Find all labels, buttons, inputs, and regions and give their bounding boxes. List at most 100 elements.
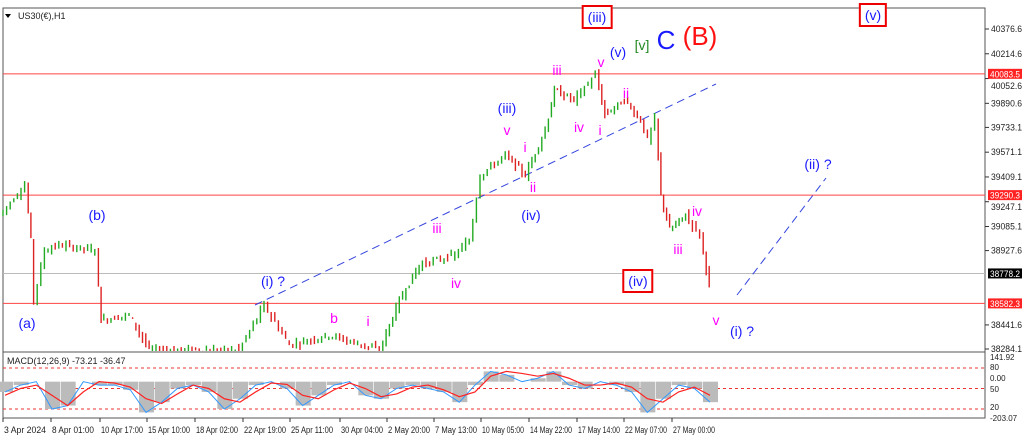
wave-label[interactable]: v — [712, 312, 720, 328]
time-tick-label: 2 May 20:00 — [388, 425, 430, 435]
price-tick-label: 40214.6 — [991, 49, 1022, 59]
trendlines — [254, 83, 827, 306]
price-tick-label: 39571.1 — [991, 147, 1022, 157]
macd-histogram-bar — [154, 381, 170, 403]
level-price-label: 40083.5 — [990, 69, 1020, 79]
time-tick-label: 14 May 22:00 — [530, 425, 572, 435]
macd-axis-label: 0.00 — [990, 374, 1006, 383]
time-tick-label: 3 Apr 2024 — [4, 425, 46, 435]
macd-histogram-bar — [123, 381, 139, 390]
price-tick-label: 40052.6 — [991, 81, 1022, 91]
projection-line-dashed[interactable] — [736, 177, 827, 296]
level-price-tag — [988, 298, 1022, 309]
price-tick-label: 39247.1 — [991, 202, 1022, 212]
macd-histogram-bar — [327, 381, 342, 386]
price-tick-label: 39409.1 — [991, 172, 1022, 182]
macd-histogram-bar — [671, 381, 687, 386]
macd-axis-label: 20 — [990, 403, 999, 412]
level-price-tag — [988, 68, 1022, 79]
macd-histogram-bar — [499, 374, 515, 382]
macd-histogram-bar — [640, 381, 656, 413]
time-tick-label: 22 May 07:00 — [625, 425, 667, 435]
macd-histogram-bar — [295, 381, 311, 406]
macd-histogram-bar — [562, 381, 577, 386]
price-tick-label: 38441.6 — [991, 320, 1022, 330]
time-tick-label: 7 May 13:00 — [435, 425, 477, 435]
wave-label[interactable]: i — [366, 313, 370, 329]
wave-label[interactable]: (b) — [88, 207, 106, 223]
macd-histogram-bar — [405, 381, 421, 386]
wave-label[interactable]: iv — [691, 203, 703, 219]
macd-histogram-bar — [13, 381, 29, 386]
macd-histogram-bar — [201, 381, 217, 392]
macd-histogram-bar — [248, 381, 264, 386]
level-price-tag — [988, 190, 1022, 201]
macd-axis-label: -203.07 — [990, 414, 1018, 423]
price-tick-label: 40376.6 — [991, 24, 1022, 34]
macd-histogram-bar — [389, 381, 405, 389]
macd-axis-label: 141.92 — [990, 353, 1015, 362]
wave-label[interactable]: (B) — [682, 21, 718, 51]
time-tick-label: 15 Apr 10:00 — [148, 425, 190, 435]
macd-histogram-bar — [311, 381, 327, 396]
wave-label[interactable]: iii — [552, 62, 562, 78]
macd-axis-label: 50 — [990, 385, 999, 394]
level-price-label: 38582.3 — [990, 299, 1020, 309]
price-tick-label: 39733.1 — [991, 122, 1022, 132]
macd-histogram-bar — [186, 381, 201, 386]
wave-label[interactable]: ii — [529, 179, 537, 195]
time-tick-label: 25 Apr 11:00 — [291, 425, 333, 435]
wave-label[interactable]: (a) — [18, 315, 36, 331]
time-tick-label: 30 Apr 04:00 — [341, 425, 383, 435]
macd-histogram-bar — [139, 381, 154, 413]
wave-label[interactable]: (i) ? — [729, 323, 755, 339]
macd-histogram-bar — [436, 381, 452, 392]
wave-label[interactable]: i — [523, 139, 527, 155]
trendline-dashed[interactable] — [254, 83, 717, 306]
chart-frame — [2, 7, 986, 419]
wave-label[interactable]: (iv) — [622, 269, 654, 293]
macd-histogram-bar — [703, 381, 718, 403]
macd-histogram-bar — [217, 381, 233, 409]
current-price-label: 38778.2 — [990, 269, 1020, 279]
time-tick-label: 18 Apr 02:00 — [196, 425, 238, 435]
wave-label[interactable]: (v) — [609, 44, 627, 60]
price-tick-label: 39890.6 — [991, 98, 1022, 108]
wave-label[interactable]: iii — [432, 220, 442, 236]
wave-label[interactable]: (i) ? — [260, 273, 286, 289]
wave-label[interactable]: i — [598, 122, 602, 138]
macd-histogram-bar — [233, 381, 248, 399]
macd-histogram-bar — [0, 381, 13, 392]
level-price-label: 39290.3 — [990, 191, 1020, 201]
wave-label[interactable]: (iii) — [581, 5, 613, 29]
wave-label[interactable]: iii — [673, 241, 683, 257]
macd-histogram-bar — [468, 381, 483, 386]
time-tick-label: 22 Apr 19:00 — [244, 425, 286, 435]
time-tick-label: 10 Apr 17:00 — [101, 425, 143, 435]
macd-histogram-bar — [546, 371, 562, 382]
wave-label[interactable]: v — [597, 54, 605, 70]
wave-label[interactable]: C — [656, 25, 676, 55]
wave-label[interactable]: iv — [573, 119, 585, 135]
price-tick-label: 39085.1 — [991, 222, 1022, 232]
time-tick-label: 27 May 00:00 — [673, 425, 715, 435]
current-price-tag — [988, 268, 1022, 279]
macd-histogram-bar — [656, 381, 671, 399]
wave-label[interactable]: (v) — [858, 3, 888, 27]
symbol-title: US30(€),H1 — [18, 11, 66, 21]
triangle-down-icon[interactable] — [5, 14, 11, 18]
wave-label[interactable]: b — [330, 310, 338, 326]
wave-label[interactable]: [v] — [634, 37, 650, 53]
macd-signal-line — [4, 370, 711, 407]
price-tick-label: 38284.1 — [991, 344, 1022, 354]
wave-label[interactable]: (iii) — [497, 100, 517, 116]
time-tick-label: 17 May 14:00 — [578, 425, 620, 435]
wave-label[interactable]: ii — [622, 85, 630, 101]
price-tick-label: 38927.6 — [991, 246, 1022, 256]
wave-label[interactable]: (ii) ? — [804, 156, 832, 172]
wave-label[interactable]: (iv) — [521, 207, 541, 223]
time-tick-label: 10 May 05:00 — [482, 425, 524, 435]
wave-label[interactable]: v — [503, 122, 511, 138]
wave-label[interactable]: iv — [450, 275, 462, 291]
